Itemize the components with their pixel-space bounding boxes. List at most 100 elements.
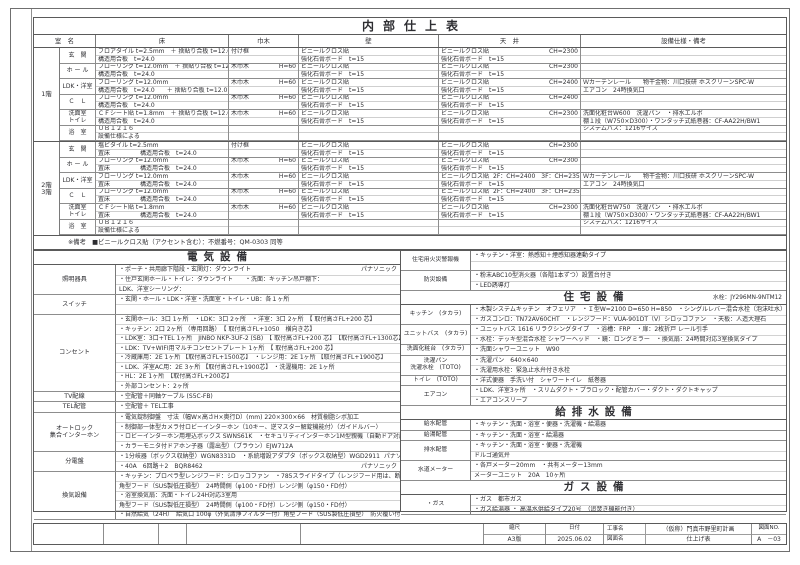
finish-row: Ｃ Ｌ フローリング t=12.0mm 構造用合板 t=24.0 木巾木 H=60 xyxy=(60,94,786,110)
equipment-row: ・ガス ・ガス 都市ガス ・ガス給湯器 ・ 高温水供給タイプ20号 （追焚き機能… xyxy=(401,495,786,515)
wall-finish-cell xyxy=(299,219,439,234)
floor-group: 2階 3階 玄 関 塩ビタイル t=2.5mm 置床 構造用合板 t=24.0 xyxy=(34,142,786,236)
finish-row: 洗面室 トイレ ＣＦシート貼 t=1.8mm 置床 構造用合板 t=24.0 木… xyxy=(60,204,786,220)
section-title: 給排水設備 xyxy=(555,406,638,418)
ceiling-finish-line2: 強化石膏ボード t=15 xyxy=(441,196,505,203)
floor-finish-line2: 置床 構造用合板 t=24.0 xyxy=(98,165,197,172)
spec-text: ・玄関・ホール・LDK・洋室・洗面室・トイレ・UB：各１ヶ所 xyxy=(119,295,290,303)
floor-finish-line1: フローリング t=12.0mm ＋ 捨貼り合板 t=12.0 xyxy=(98,63,228,71)
ceiling-finish-line1: ビニールクロス貼 xyxy=(441,63,490,71)
finish-row: ホ ー ル フローリング t=12.0mm ＋ 捨貼り合板 t=12.0 構造用… xyxy=(60,63,786,79)
date-value: 2025.06.02 xyxy=(557,535,592,543)
spec-line: ・浴室換気扇：洗面・トイレ24H対応3室用 xyxy=(116,490,400,501)
section-header-gas: ガス設備 xyxy=(401,481,786,495)
equipment-row: 洗面化粧台 (タカラ) ・洗面シャワーユニット W90 xyxy=(401,345,786,356)
spec-line: ・自然給気（24H） 給気口 100φ（外気清浄フィルター付）角型フード（SUS… xyxy=(116,509,400,520)
scale-value: A3版 xyxy=(507,535,522,543)
ceiling-finish-line2: 強化石膏ボード t=15 xyxy=(441,86,505,94)
ceiling-finish-line2: 強化石膏ボード t=15 xyxy=(441,71,505,78)
spec-text: ・ポーチ・共用廊下階段・玄関灯：ダウンライト xyxy=(119,266,252,274)
room-name: 玄 関 xyxy=(60,142,96,157)
spec-line: ・ロビーインターホン用埋込ボックス SWNS61K ・セキュリティインターホン1… xyxy=(116,431,400,442)
remarks-cell xyxy=(581,64,786,79)
finish-row: 浴 室 ＵＢ１２１６ 設備仕様による xyxy=(60,219,786,235)
equipment-row: オートロック 集合インターホン ・電気錠制御盤 寸法（幅W×高さH×奥行D）(m… xyxy=(34,412,400,452)
spec-text: ・40A 6回路＋2 BQR8462 xyxy=(119,462,203,470)
stamp-box xyxy=(159,524,187,544)
wall-finish-cell: ビニールクロス貼 強化石膏ボード t=15 xyxy=(299,48,439,63)
spec-line: LDK、洋室シーリング： xyxy=(116,284,400,294)
ceiling-finish-cell: ビニールクロス貼 CH=2400 強化石膏ボード t=15 xyxy=(439,79,581,94)
equipment-row: トイレ (TOTO) ・洋式便器 手洗い付 シャワートイレ 紙巻器 xyxy=(401,375,786,386)
wall-finish-line2: 強化石膏ボード t=15 xyxy=(301,211,365,219)
floor-finish-line2: 構造用合板 t=24.0 xyxy=(98,71,155,78)
ceiling-height: CH=2300 xyxy=(549,157,578,165)
skirting-height: H=60 xyxy=(278,94,296,102)
binding-margin-line xyxy=(31,9,32,551)
remarks-line2: エアコン 24時換気口 xyxy=(583,86,645,94)
spec-text: ・外部コンセント：2ヶ所 xyxy=(119,382,189,390)
spec-text: ・住戸玄関ホール・トイレ：ダウンライト ・洗面：キッチン吊戸棚下： xyxy=(119,276,324,284)
remarks-cell xyxy=(581,158,786,173)
wall-finish-cell: ビニールクロス貼 強化石膏ボード t=15 xyxy=(299,157,439,172)
ceiling-finish-cell xyxy=(439,219,581,234)
spec-line: ・洋式便器 手洗い付 シャワートイレ 紙巻器 xyxy=(471,376,786,386)
ceiling-height: CH=2300 xyxy=(549,63,578,71)
spec-text: ・キッチン：2口 2ヶ所 （専用回路） 【 取付高さFL+1050 横向き芯】 xyxy=(119,325,316,333)
spec-line: ・洗面シャワーユニット W90 xyxy=(471,345,786,355)
skirting-type: 木巾木 xyxy=(231,157,250,165)
title-block: 縮尺 A3版 日付 2025.06.02 工事名 （仮称）門真市野里町計画 図面… xyxy=(33,523,787,545)
floor-finish-line1: フローリング t=12.0mm xyxy=(98,94,169,102)
wall-finish-cell: ビニールクロス貼 強化石膏ボード t=15 xyxy=(299,94,439,109)
skirting-type: 木巾木 xyxy=(231,204,250,211)
section-title: ガス設備 xyxy=(563,481,630,493)
spec-text: ・洗面シャワーユニット W90 xyxy=(474,346,560,354)
electrical-equipment-table: 電気設備 照明器具 ・ポーチ・共用廊下階段・玄関灯：ダウンライト パナソニック xyxy=(33,250,401,520)
equipment-row-label: スイッチ xyxy=(34,294,116,314)
scale-field: 縮尺 A3版 xyxy=(484,524,546,544)
floor-finish-cell: フロアタイル t=2.5mm ＋ 捨貼り合板 t=12.0 構造用合板 t=24… xyxy=(96,48,229,63)
stamp-box xyxy=(34,524,104,544)
floor-finish-cell: フローリング t=12.0mm 置床 構造用合板 t=24.0 xyxy=(96,188,229,203)
equipment-row: 洗濯パン 洗濯水栓 (TOTO) ・洗濯パン 640×640 ・洗濯用水栓：緊急… xyxy=(401,355,786,376)
spec-line: ・住戸玄関ホール・トイレ：ダウンライト ・洗面：キッチン吊戸棚下： xyxy=(116,274,400,285)
skirting-type: 木巾木 xyxy=(231,94,250,102)
room-name: 洗面室 トイレ xyxy=(60,110,96,125)
spec-line: ・制御部一体型カメラ付ロビーインターホン（10キー、逆マスター解錠機能付）（ガイ… xyxy=(116,422,400,432)
spec-line: ・LDK、洋室3ヶ所 ・スリムダクト・プラロック・配管カバー・ダクト・ダクトキャ… xyxy=(471,386,786,396)
ceiling-finish-line1: ビニールクロス貼 xyxy=(441,157,490,165)
room-name: 洗面室 トイレ xyxy=(60,204,96,219)
spec-maker: パナソニック xyxy=(360,266,397,274)
spec-text: ・ガス 都市ガス xyxy=(474,496,523,504)
floor-group-label: 2階 3階 xyxy=(34,142,60,235)
skirting-cell: 木巾木 H=60 xyxy=(229,110,299,125)
stamp-box xyxy=(187,524,301,544)
skirting-height: H=60 xyxy=(278,173,296,180)
wall-finish-cell: ビニールクロス貼 強化石膏ボード t=15 xyxy=(299,110,439,125)
wall-finish-line1: ビニールクロス貼 xyxy=(301,94,350,102)
spec-text: ・電気錠制御盤 寸法（幅W×高さH×奥行D）(mm) 220×300×66 材質… xyxy=(119,413,359,421)
equipment-row: 分電盤 ・1分岐器（ボックス収納型）WGN8331D ・系統増設アダプタ（ボック… xyxy=(34,451,400,472)
floor-finish-cell: フローリング t=12.0mm ＋ 捨貼り合板 t=12.0 構造用合板 t=2… xyxy=(96,63,229,78)
spec-line: ・水栓：デッキ型混合水栓 シャワーヘッド ・鏡：ロングミラー ・換気扇：24時間… xyxy=(471,334,786,345)
room-name: Ｃ Ｌ xyxy=(60,188,96,203)
floor-finish-line2: 置床 構造用合板 t=24.0 xyxy=(98,211,197,219)
wall-finish-line2: 強化石膏ボード t=15 xyxy=(301,55,365,63)
floor-finish-cell: フローリング t=12.0mm 置床 構造用合板 t=24.0 xyxy=(96,157,229,172)
project-drawing-fields: 工事名 （仮称）門真市野里町計画 図面名 仕上げ表 xyxy=(604,524,752,544)
drawing-label: 図面名 xyxy=(604,534,646,544)
equipment-row: コンセント ・玄関ホール：3口 1ヶ所 ・LDK：3口 2ヶ所 ・洋室：3口 2… xyxy=(34,314,400,392)
skirting-cell: 木巾木 H=60 xyxy=(229,79,299,94)
floor-finish-line1: フローリング t=12.0mm xyxy=(98,173,169,180)
ceiling-finish-line2: 強化石膏ボード t=15 xyxy=(441,165,505,172)
remarks-cell xyxy=(581,142,786,157)
spec-line: ・ポーチ・共用廊下階段・玄関灯：ダウンライト パナソニック xyxy=(116,265,400,275)
spec-text: ・ガスコンロ：TN72AV60CHT ・レンジフード：VUA-901DT（V）シ… xyxy=(474,316,767,324)
equipment-row: 換気設備 ・キッチン：プロペラ型レンジフード：シロッコファン ・785スライドタ… xyxy=(34,471,400,520)
header-wall: 壁 xyxy=(299,35,439,47)
equipment-row-label: 分電盤 xyxy=(34,451,116,471)
floor-finish-line1: ＣＦシート貼 t=1.8mm ＋ 捨貼り合板 t=12.0 xyxy=(98,110,228,117)
sheet-number-field: 図面NO. A －03 xyxy=(752,524,786,544)
spec-line: ・キッチン：2口 2ヶ所 （専用回路） 【 取付高さFL+1050 横向き芯】 xyxy=(116,324,400,334)
